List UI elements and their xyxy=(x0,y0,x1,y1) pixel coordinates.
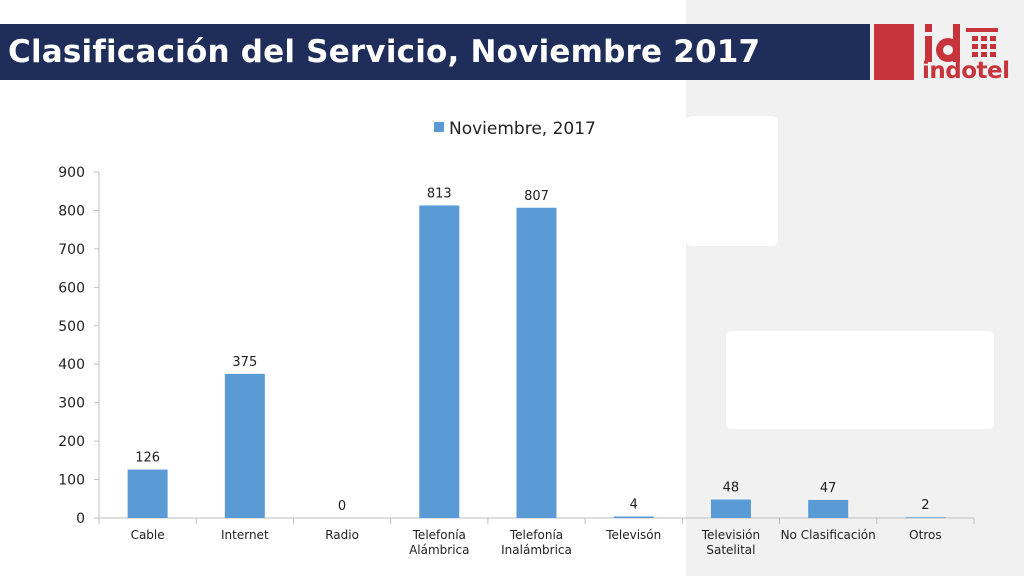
x-tick-label: Televisión xyxy=(701,528,760,542)
x-tick-label: Cable xyxy=(131,528,165,542)
data-label: 0 xyxy=(338,499,346,514)
data-label: 807 xyxy=(524,189,549,204)
y-tick-label: 800 xyxy=(58,203,85,219)
bar xyxy=(516,207,557,518)
x-tick-label: Alámbrica xyxy=(409,543,469,557)
y-tick-label: 300 xyxy=(58,396,85,412)
bar xyxy=(419,205,460,519)
y-tick-label: 700 xyxy=(58,242,85,258)
bar xyxy=(710,499,751,518)
y-tick-label: 600 xyxy=(58,280,85,296)
background-panel xyxy=(686,0,1024,576)
data-label: 375 xyxy=(232,355,257,370)
background-cutout-top xyxy=(686,116,778,246)
y-tick-label: 0 xyxy=(76,511,85,527)
y-tick-label: 400 xyxy=(58,357,85,373)
bar xyxy=(905,517,946,518)
title-bar: Clasificación del Servicio, Noviembre 20… xyxy=(0,24,870,80)
x-tick-label: Inalámbrica xyxy=(501,543,572,557)
x-tick-label: Internet xyxy=(221,528,269,542)
bar xyxy=(808,499,849,518)
logo-text: indotel xyxy=(922,58,1010,84)
y-tick-label: 200 xyxy=(58,434,85,450)
data-label: 4 xyxy=(630,497,638,512)
bar xyxy=(127,469,168,518)
x-tick-label: Telefonía xyxy=(412,528,466,542)
x-tick-label: Otros xyxy=(909,528,941,542)
x-tick-label: No Clasificación xyxy=(781,528,876,542)
page-title: Clasificación del Servicio, Noviembre 20… xyxy=(8,34,761,70)
legend-label: Noviembre, 2017 xyxy=(449,119,596,139)
logo-red-block xyxy=(874,24,914,80)
x-tick-label: Telefonía xyxy=(509,528,563,542)
data-label: 47 xyxy=(820,481,837,496)
chart-legend: Noviembre, 2017 xyxy=(434,119,596,139)
data-label: 126 xyxy=(135,451,160,466)
background-cutout-bottom xyxy=(726,331,994,429)
x-tick-label: Satelital xyxy=(706,543,755,557)
data-label: 48 xyxy=(723,481,740,496)
indotel-logo-icon xyxy=(925,24,998,62)
legend-swatch xyxy=(434,122,444,132)
x-tick-label: Televisón xyxy=(605,528,661,542)
x-tick-label: Radio xyxy=(325,528,359,542)
bar xyxy=(613,516,654,518)
y-tick-label: 900 xyxy=(58,165,85,181)
y-tick-label: 100 xyxy=(58,473,85,489)
y-tick-label: 500 xyxy=(58,319,85,335)
bar xyxy=(224,373,265,518)
data-label: 2 xyxy=(921,498,929,513)
data-label: 813 xyxy=(427,186,452,201)
